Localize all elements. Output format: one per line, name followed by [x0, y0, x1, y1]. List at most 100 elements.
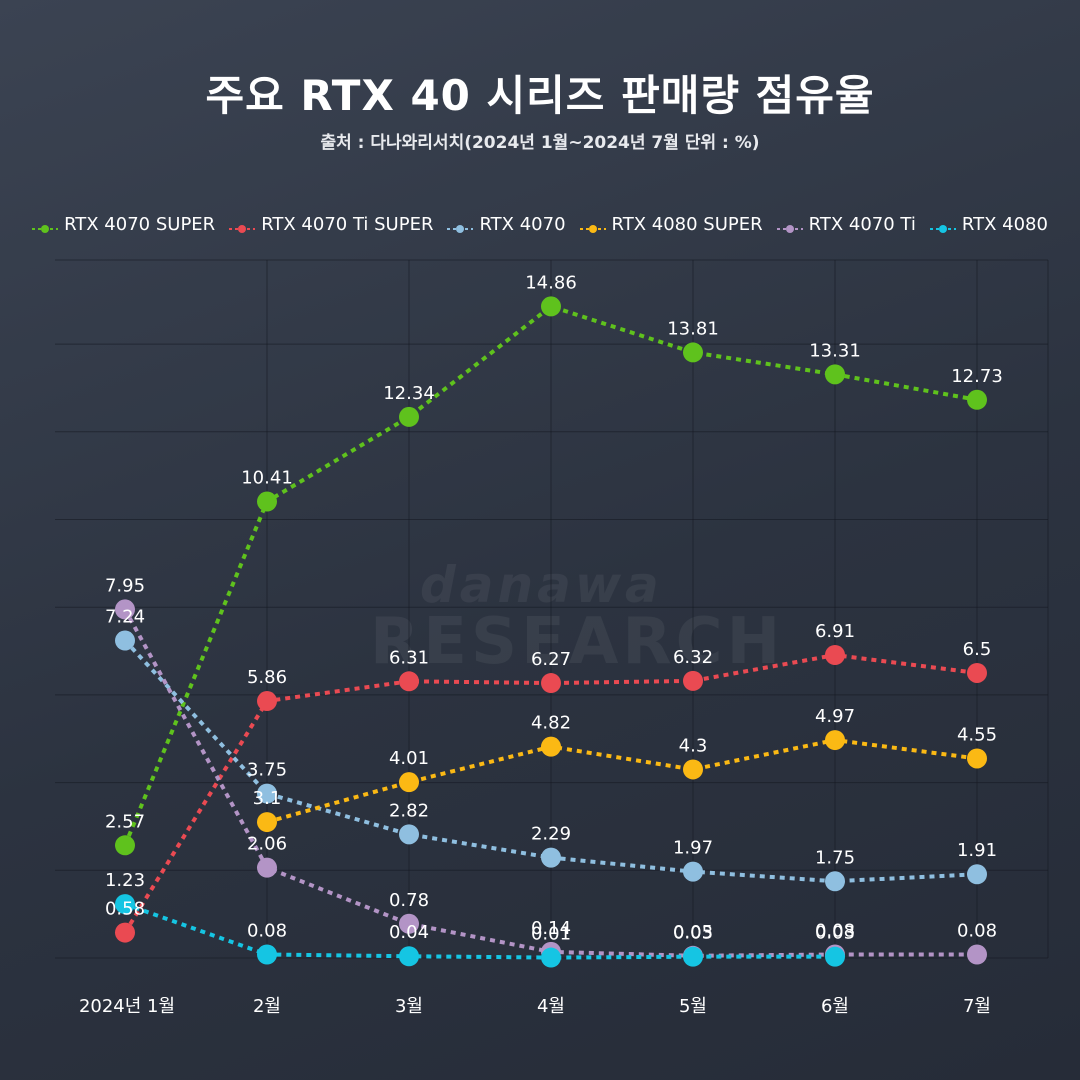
data-label: 0.03: [815, 923, 855, 944]
data-label: 6.91: [815, 621, 855, 642]
data-point: [967, 389, 987, 410]
data-point: [399, 946, 419, 967]
data-label: 3.75: [247, 760, 287, 781]
data-point: [541, 947, 561, 968]
legend-label: RTX 4080: [961, 214, 1048, 235]
data-point: [967, 748, 987, 769]
data-point: [257, 783, 277, 804]
data-label: 2.82: [389, 800, 429, 821]
data-label: 12.34: [383, 383, 435, 404]
data-label: 0.08: [247, 920, 287, 941]
data-label: 4.01: [389, 748, 429, 769]
data-label: 6.32: [673, 647, 713, 668]
data-point: [825, 730, 845, 751]
legend: RTX 4070 SUPER RTX 4070 Ti SUPER RTX 4070 R…: [0, 214, 1080, 235]
data-label: 1.97: [673, 838, 713, 859]
data-label: 0.58: [105, 899, 145, 920]
data-point: [257, 691, 277, 712]
data-label: 6.27: [531, 649, 571, 670]
legend-item[interactable]: RTX 4070 SUPER: [32, 214, 215, 235]
data-point: [399, 913, 419, 934]
data-point: [825, 946, 845, 967]
data-label: 1.91: [957, 840, 997, 861]
data-label: 7.95: [105, 575, 145, 596]
data-point: [683, 670, 703, 691]
data-point: [683, 342, 703, 363]
watermark-logo: danawa RESEARCH: [370, 556, 785, 679]
data-point: [683, 759, 703, 780]
data-point: [115, 922, 135, 943]
data-point: [399, 772, 419, 793]
data-point: [825, 364, 845, 385]
data-label: 13.81: [667, 318, 719, 339]
legend-marker-icon: [776, 219, 803, 233]
data-point: [541, 847, 561, 868]
data-label: 0.05: [673, 922, 713, 943]
data-point: [257, 812, 277, 833]
legend-label: RTX 4070 Ti SUPER: [261, 214, 434, 235]
legend-label: RTX 4070: [479, 214, 566, 235]
data-point: [541, 736, 561, 757]
data-label: 3.1: [253, 788, 282, 809]
x-tick-label: 7월: [963, 996, 991, 1017]
chart-title: 주요 RTX 40 시리즈 판매량 점유율: [205, 71, 875, 120]
data-point: [257, 944, 277, 965]
data-point: [825, 871, 845, 892]
data-label: 4.82: [531, 713, 571, 734]
data-label: 2.29: [531, 824, 571, 845]
x-tick-label: 2월: [253, 996, 281, 1017]
data-label: 4.97: [815, 706, 855, 727]
data-point: [257, 857, 277, 878]
data-label: 0.04: [389, 922, 429, 943]
legend-item[interactable]: RTX 4070 Ti: [776, 214, 916, 235]
data-point: [683, 946, 703, 967]
x-tick-label: 2024년 1월: [79, 996, 175, 1017]
x-tick-label: 5월: [679, 996, 707, 1017]
data-label: 1.23: [105, 870, 145, 891]
data-label: 10.41: [241, 468, 293, 489]
data-label: 4.55: [957, 724, 997, 745]
data-point: [115, 599, 135, 620]
data-label: 0.03: [673, 923, 713, 944]
x-tick-label: 3월: [395, 996, 423, 1017]
legend-marker-icon: [447, 219, 474, 233]
legend-marker-icon: [32, 219, 59, 233]
data-point: [967, 944, 987, 965]
data-point: [115, 835, 135, 856]
data-label: 4.3: [679, 735, 708, 756]
data-label: 12.73: [951, 366, 1003, 387]
legend-item[interactable]: RTX 4080 SUPER: [579, 214, 763, 235]
data-label: 14.86: [525, 272, 577, 293]
data-label: 2.57: [105, 811, 145, 832]
data-label: 0.14: [531, 918, 571, 939]
data-point: [967, 864, 987, 885]
legend-marker-icon: [579, 219, 606, 233]
legend-item[interactable]: RTX 4070: [447, 214, 566, 235]
data-label: 0.08: [957, 920, 997, 941]
data-label: 0.78: [389, 890, 429, 911]
series-line: [124, 902, 835, 960]
data-label: 6.31: [389, 647, 429, 668]
chart-subtitle: 출처 : 다나와리서치(2024년 1월~2024년 7월 단위 : %): [320, 133, 760, 153]
data-label: 5.86: [247, 667, 287, 688]
legend-item[interactable]: RTX 4080: [929, 214, 1048, 235]
data-point: [115, 630, 135, 651]
legend-label: RTX 4080 SUPER: [611, 214, 763, 235]
data-label: 2.06: [247, 834, 287, 855]
legend-label: RTX 4070 Ti: [808, 214, 916, 235]
data-point: [115, 894, 135, 915]
x-tick-label: 6월: [821, 996, 849, 1017]
data-point: [541, 673, 561, 694]
data-point: [825, 644, 845, 665]
data-point: [399, 671, 419, 692]
data-point: [399, 824, 419, 845]
legend-marker-icon: [929, 219, 956, 233]
data-point: [399, 406, 419, 427]
data-point: [683, 861, 703, 882]
data-label: 13.31: [809, 340, 861, 361]
data-label: 0.01: [531, 924, 571, 945]
legend-item[interactable]: RTX 4070 Ti SUPER: [229, 214, 433, 235]
data-label: 1.75: [815, 847, 855, 868]
series-line: [266, 738, 978, 824]
